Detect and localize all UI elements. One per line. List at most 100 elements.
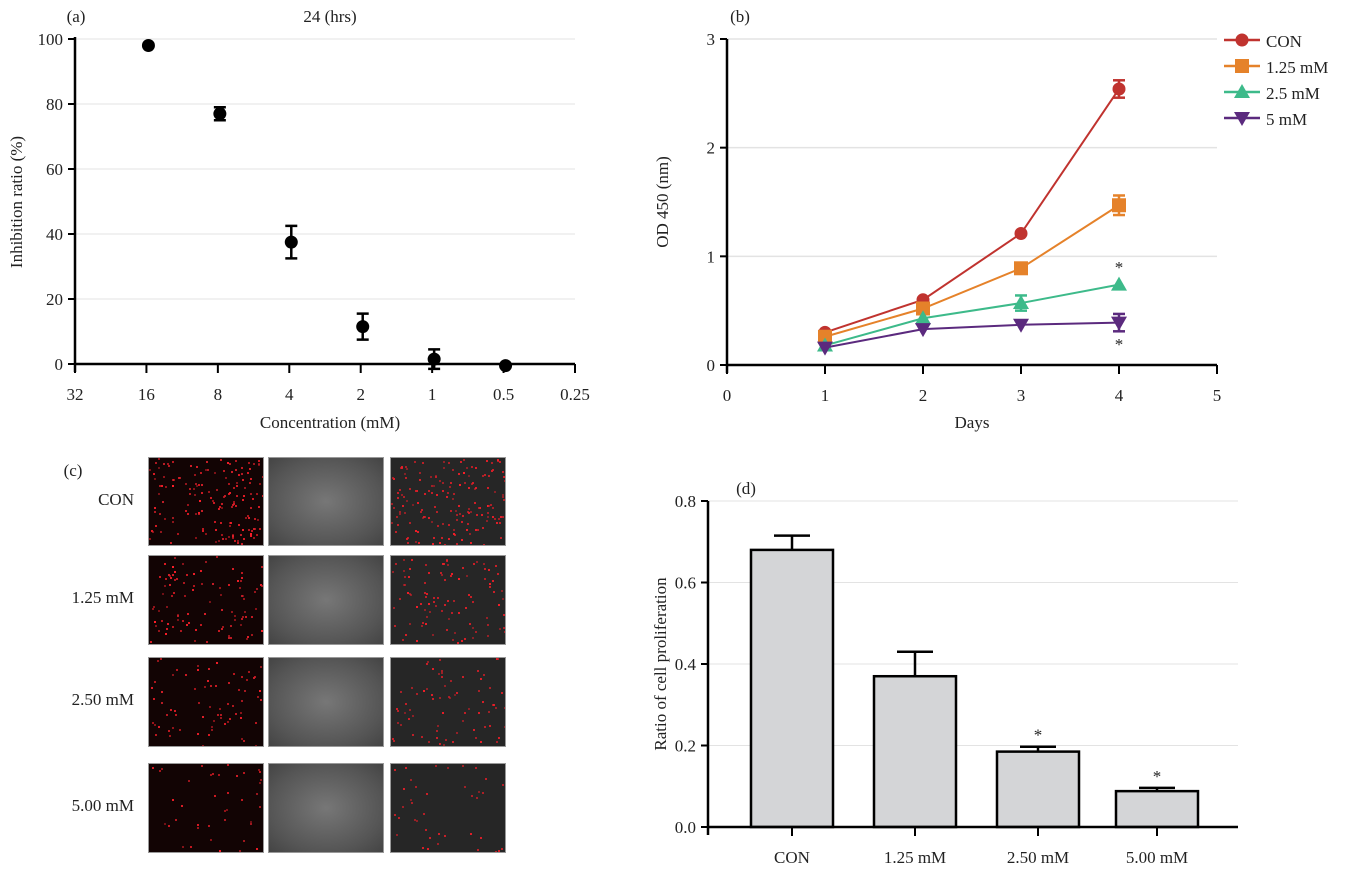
y-tick-label: 0.6: [675, 574, 696, 593]
cell-dots: [149, 458, 151, 460]
legend-marker: [1234, 112, 1250, 126]
x-tick-label: 3: [1017, 386, 1026, 405]
y-tick-label: 1: [707, 247, 716, 266]
legend-marker: [1234, 84, 1250, 98]
y-tick-label: 100: [38, 30, 64, 49]
legend-marker: [1235, 59, 1249, 73]
panel-label-c: (c): [64, 461, 83, 480]
brightfield-image: [268, 763, 384, 853]
x-tick-label: 1: [428, 385, 437, 404]
data-point: [1014, 227, 1028, 241]
cell-dots: [391, 658, 393, 660]
series-line: [824, 204, 1120, 338]
series-line: [824, 88, 1120, 334]
data-point: [915, 310, 931, 325]
cell-dots: [149, 764, 151, 766]
cell-dots: [149, 556, 151, 558]
y-tick-label: 20: [46, 290, 63, 309]
y-tick-label: 2: [707, 139, 716, 158]
x-tick-label: 5.00 mM: [1126, 848, 1188, 867]
y-tick-label: 0.0: [675, 818, 696, 837]
x-tick-label: 2: [919, 386, 928, 405]
brightfield-image: [268, 555, 384, 645]
legend-label: 1.25 mM: [1266, 58, 1328, 77]
x-axis-label: Concentration (mM): [260, 413, 400, 432]
row-label: 1.25 mM: [71, 588, 134, 607]
x-tick-label: 0.25: [560, 385, 590, 404]
bar: [749, 548, 835, 829]
data-point: [817, 341, 833, 356]
y-tick-label: 0.8: [675, 492, 696, 511]
y-axis-label: Inhibition ratio (%): [7, 136, 26, 268]
cell-dots: [391, 458, 393, 460]
legend-label: 2.5 mM: [1266, 84, 1320, 103]
data-point: [356, 320, 370, 334]
y-tick-label: 3: [707, 30, 716, 49]
data-point: [141, 39, 155, 52]
data-point: [213, 107, 227, 121]
data-point: [818, 329, 832, 344]
data-point: [427, 352, 441, 366]
brightfield-image: [268, 657, 384, 747]
y-axis-label: OD 450 (nm): [653, 156, 672, 248]
x-tick-label: 8: [214, 385, 223, 404]
y-tick-label: 0.2: [675, 737, 696, 756]
merged-image: [390, 657, 506, 747]
merged-image: [390, 763, 506, 853]
y-tick-label: 0.4: [675, 655, 697, 674]
bar: [1114, 789, 1200, 829]
fluorescence-image: [148, 457, 264, 546]
x-tick-label: 2.50 mM: [1007, 848, 1069, 867]
fluorescence-image: [148, 657, 264, 747]
panel-label-b: (b): [730, 7, 750, 26]
data-point: [1013, 318, 1029, 333]
series-line: [824, 283, 1120, 347]
data-point: [1111, 276, 1127, 291]
cell-dots: [149, 658, 151, 660]
data-point: [916, 301, 930, 316]
y-axis-label: Ratio of cell proliferation: [651, 577, 670, 751]
panel-label-d: (d): [736, 479, 756, 498]
row-label: CON: [98, 489, 134, 509]
significance-star: *: [1115, 335, 1124, 354]
data-point: [1014, 261, 1028, 276]
chart-title-a: 24 (hrs): [303, 7, 356, 26]
x-tick-label: 4: [285, 385, 294, 404]
x-axis-label: Days: [955, 413, 990, 432]
bar: [995, 750, 1081, 829]
x-tick-label: 0.5: [493, 385, 514, 404]
x-tick-label: 1: [821, 386, 830, 405]
legend-label: CON: [1266, 32, 1302, 51]
data-point: [1112, 198, 1126, 213]
x-tick-label: 5: [1213, 386, 1222, 405]
series-line: [824, 321, 1120, 349]
x-tick-label: 1.25 mM: [884, 848, 946, 867]
bar: [872, 674, 958, 829]
y-tick-label: 60: [46, 160, 63, 179]
data-point: [915, 323, 931, 338]
x-tick-label: 0: [723, 386, 732, 405]
data-point: [284, 235, 298, 249]
data-point: [1013, 295, 1029, 310]
y-tick-label: 40: [46, 225, 63, 244]
cell-dots: [391, 556, 393, 558]
legend-marker: [1235, 33, 1249, 47]
brightfield-image: [268, 457, 384, 546]
merged-image: [390, 555, 506, 645]
data-point: [1112, 82, 1126, 96]
row-label: 5.00 mM: [71, 796, 134, 815]
x-tick-label: 16: [138, 385, 155, 404]
merged-image: [390, 457, 506, 546]
significance-star: *: [1153, 767, 1162, 786]
x-tick-label: 2: [356, 385, 365, 404]
data-point: [499, 359, 513, 373]
y-tick-label: 80: [46, 95, 63, 114]
y-tick-label: 0: [707, 356, 716, 375]
fluorescence-image: [148, 555, 264, 645]
legend-label: 5 mM: [1266, 110, 1307, 129]
panel-label-a: (a): [67, 7, 86, 26]
row-label: 2.50 mM: [71, 690, 134, 709]
x-tick-label: 4: [1115, 386, 1124, 405]
